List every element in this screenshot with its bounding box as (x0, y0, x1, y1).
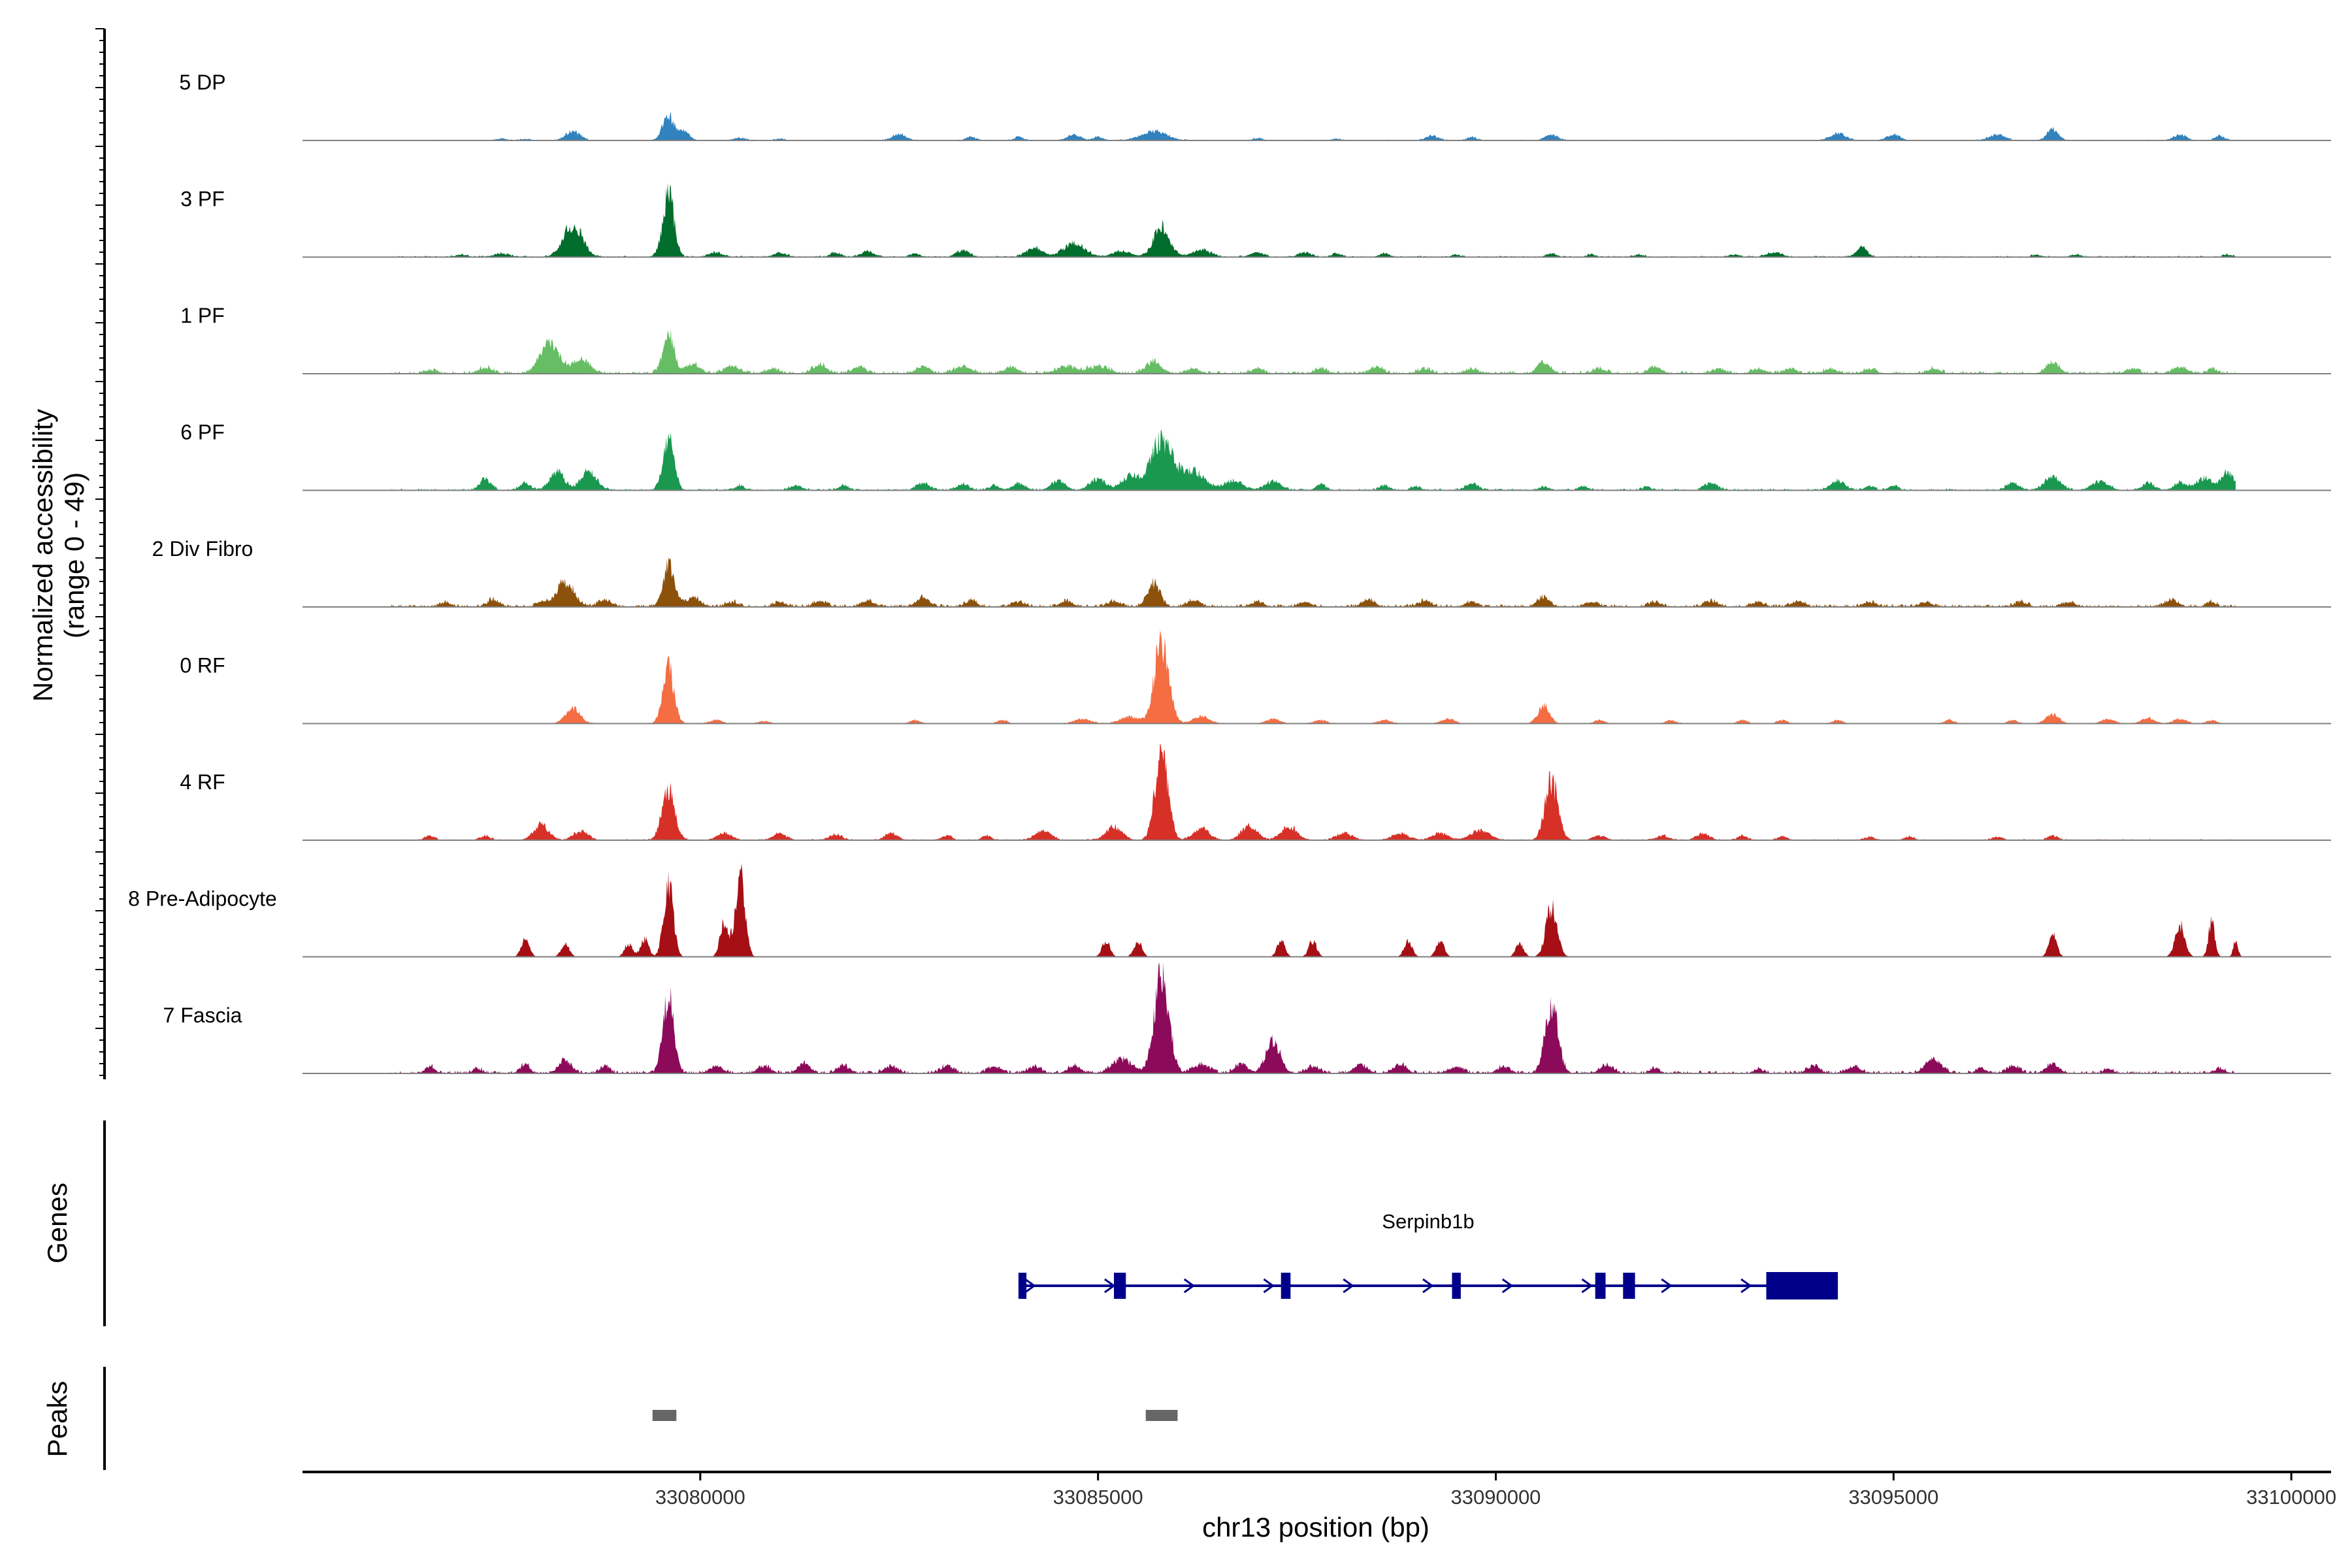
track-label: 2 Div Fibro (152, 537, 253, 561)
track-label: 0 RF (180, 654, 225, 678)
gene-exon (1623, 1273, 1635, 1299)
coverage-tracks: 5 DP 3 PF 1 PF 6 PF 2 Div Fibro 0 RF 4 RF 8 Pre… (128, 71, 2331, 1074)
coverage-area (389, 630, 2236, 724)
x-tick-label: 33095000 (1848, 1486, 1938, 1509)
strand-arrow (1024, 1278, 1036, 1294)
strand-arrow (1104, 1278, 1116, 1294)
track-3-pf: 3 PF (180, 183, 2331, 258)
coverage-y-ticks (95, 28, 105, 1076)
peak-region (1145, 1410, 1178, 1421)
gene-exon (1595, 1273, 1606, 1299)
track-label: 8 Pre-Adipocyte (128, 887, 277, 911)
strand-arrow (1740, 1278, 1752, 1294)
coverage-area (389, 557, 2236, 607)
strand-arrow (1661, 1278, 1673, 1294)
x-tick-label: 33080000 (655, 1486, 745, 1509)
coverage-area (389, 111, 2236, 140)
coverage-area (509, 863, 2244, 957)
gene-exon (1452, 1273, 1461, 1299)
track-6-pf: 6 PF (180, 421, 2331, 491)
track-label: 7 Fascia (163, 1004, 242, 1027)
peak-region (652, 1410, 677, 1421)
coverage-area (389, 429, 2236, 491)
coverage-area (389, 183, 2236, 257)
gene-exon (1766, 1272, 1838, 1299)
track-label: 3 PF (180, 188, 225, 211)
x-tick-label: 33090000 (1451, 1486, 1541, 1509)
track-label: 4 RF (180, 770, 225, 794)
gene-exon (1281, 1273, 1291, 1299)
y-axis-title-line1: Normalized accessibility (27, 409, 58, 702)
track-label: 1 PF (180, 304, 225, 327)
track-1-pf: 1 PF (180, 304, 2331, 374)
track-4-rf: 4 RF (180, 743, 2331, 841)
track-0-rf: 0 RF (180, 630, 2331, 725)
track-8-pre-adipocyte: 8 Pre-Adipocyte (128, 863, 2331, 958)
strand-arrow (1581, 1278, 1593, 1294)
track-7-fascia: 7 Fascia (163, 962, 2331, 1074)
track-2-div-fibro: 2 Div Fibro (152, 537, 2331, 608)
gene-model: Serpinb1b (1018, 1210, 1838, 1299)
coverage-area (389, 962, 2236, 1073)
gene-exon (1114, 1273, 1126, 1299)
strand-arrow (1263, 1278, 1275, 1294)
x-tick-label: 33100000 (2246, 1486, 2336, 1509)
x-axis-ticks: 33080000 33085000 33090000 33095000 33100000 (655, 1472, 2336, 1509)
coverage-area (389, 329, 2236, 374)
strand-arrow (1183, 1278, 1196, 1294)
gene-exon (1018, 1273, 1027, 1299)
x-axis-title: chr13 position (bp) (1202, 1512, 1429, 1543)
y-axis-title-line2: (range 0 - 49) (59, 472, 90, 638)
peak-regions (652, 1410, 1178, 1421)
strand-arrow (1501, 1278, 1514, 1294)
strand-arrow (1422, 1278, 1434, 1294)
strand-arrow (1343, 1278, 1354, 1294)
x-tick-label: 33085000 (1053, 1486, 1143, 1509)
peaks-panel-label: Peaks (42, 1381, 73, 1458)
gene-name-label: Serpinb1b (1382, 1210, 1474, 1233)
coverage-area (389, 743, 2236, 840)
track-label: 6 PF (180, 421, 225, 444)
genes-panel-label: Genes (42, 1183, 73, 1264)
track-label: 5 DP (179, 71, 225, 94)
track-5-dp: 5 DP (179, 71, 2331, 141)
